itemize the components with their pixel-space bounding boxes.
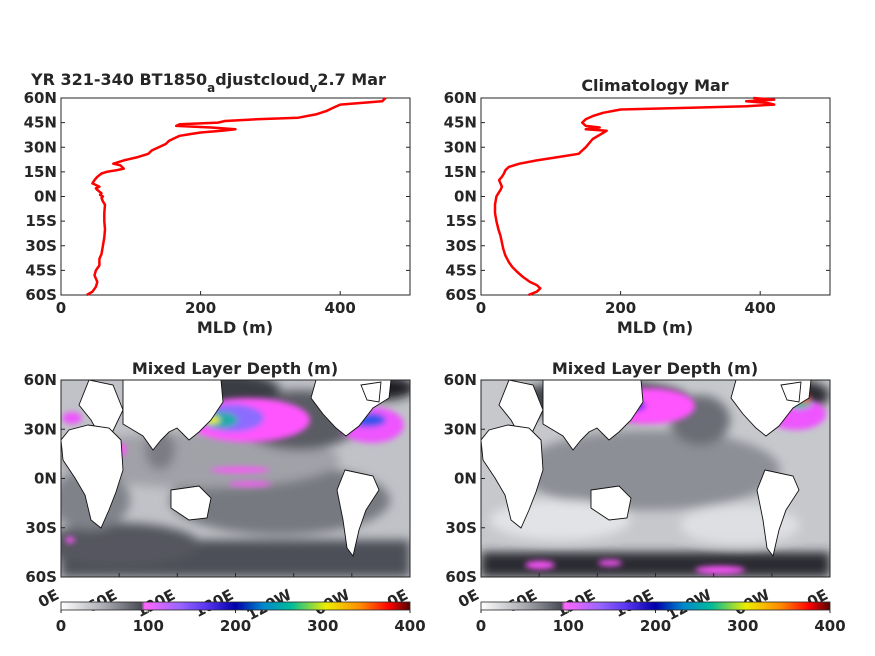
y-tick-label: 60S [25,286,57,304]
lat-tick-label: 60N [24,371,57,389]
x-tick-label: 400 [325,299,356,317]
y-tick-label: 0N [454,188,477,206]
y-tick-label: 45N [444,114,477,132]
lon-tick-label: 60E [504,586,540,617]
y-tick-label: 15S [25,212,57,230]
colorbar-tick-label: 300 [727,617,758,635]
chart-title-map-model: Mixed Layer Depth (m) [132,359,338,378]
chart-title-model-part3: 2.7 Mar [317,70,386,89]
y-tick-label: 15N [24,163,57,181]
chart-title-model-sub1: a [207,81,215,95]
lat-tick-label: 0N [454,470,477,488]
chart-title-model-sub2: v [310,81,318,95]
heatmap-field [481,380,830,577]
heatmap-field [61,380,410,577]
colorbar-tick-label: 100 [133,617,164,635]
lon-tick-label: 0E [455,586,482,612]
x-tick-label: 200 [605,299,636,317]
x-axis-label: MLD (m) [617,318,693,337]
chart-title-model-part2: djustcloud [215,70,309,89]
lat-tick-label: 60S [25,568,57,586]
lat-tick-label: 30N [24,420,57,438]
y-tick-label: 30S [445,237,477,255]
colorbar-tick-label: 200 [640,617,671,635]
plot-area [60,97,411,296]
chart-title-climatology: Climatology Mar [581,76,728,95]
profile-chart-climatology: Climatology Mar 60N45N30N15N0N15S30S45S6… [444,76,831,337]
y-tick-label: 15S [445,212,477,230]
chart-title-model: YR 321-340 BT1850adjustcloudv2.7 Mar [30,70,386,95]
map-chart-climatology: Mixed Layer Depth (m) [444,359,846,635]
colorbar-tick-label: 300 [307,617,338,635]
y-tick-label: 15N [444,163,477,181]
y-tick-label: 60N [444,89,477,107]
lat-tick-label: 30N [444,420,477,438]
x-tick-label: 0 [56,299,66,317]
y-tick-label: 30S [25,237,57,255]
colorbar-ticks: 0 100 200 300 400 [56,610,426,635]
y-tick-label: 45S [445,261,477,279]
y-tick-label: 60S [445,286,477,304]
colorbar [480,601,831,611]
chart-title-model-part1: YR 321-340 BT1850 [30,70,207,89]
colorbar-ticks: 0 100 200 300 400 [476,610,846,635]
y-tick-label: 0N [34,188,57,206]
colorbar-tick-label: 100 [553,617,584,635]
lat-tick-label: 60S [445,568,477,586]
lon-tick-label: 0E [35,586,62,612]
y-tick-label: 60N [24,89,57,107]
plot-area [480,97,831,296]
y-tick-label: 45N [24,114,57,132]
x-tick-label: 200 [185,299,216,317]
y-tick-label: 30N [444,138,477,156]
lat-tick-label: 0N [34,470,57,488]
x-tick-label: 400 [745,299,776,317]
colorbar-tick-label: 0 [56,617,66,635]
lat-tick-label: 30S [25,519,57,537]
y-tick-label: 30N [24,138,57,156]
colorbar [60,601,411,611]
x-tick-label: 0 [476,299,486,317]
series-line [493,96,776,297]
y-tick-label: 45S [25,261,57,279]
lon-tick-label: 60E [84,586,120,617]
series-line [86,97,387,297]
x-axis-label: MLD (m) [197,318,273,337]
lat-tick-label: 60N [444,371,477,389]
colorbar-tick-label: 400 [814,617,845,635]
profile-chart-model: YR 321-340 BT1850adjustcloudv2.7 Mar 60N… [24,70,411,337]
colorbar-tick-label: 0 [476,617,486,635]
lat-tick-label: 30S [445,519,477,537]
colorbar-tick-label: 200 [220,617,251,635]
map-chart-model: Mixed Layer Depth (m) [24,359,426,635]
colorbar-tick-label: 400 [394,617,425,635]
chart-title-map-climatology: Mixed Layer Depth (m) [552,359,758,378]
